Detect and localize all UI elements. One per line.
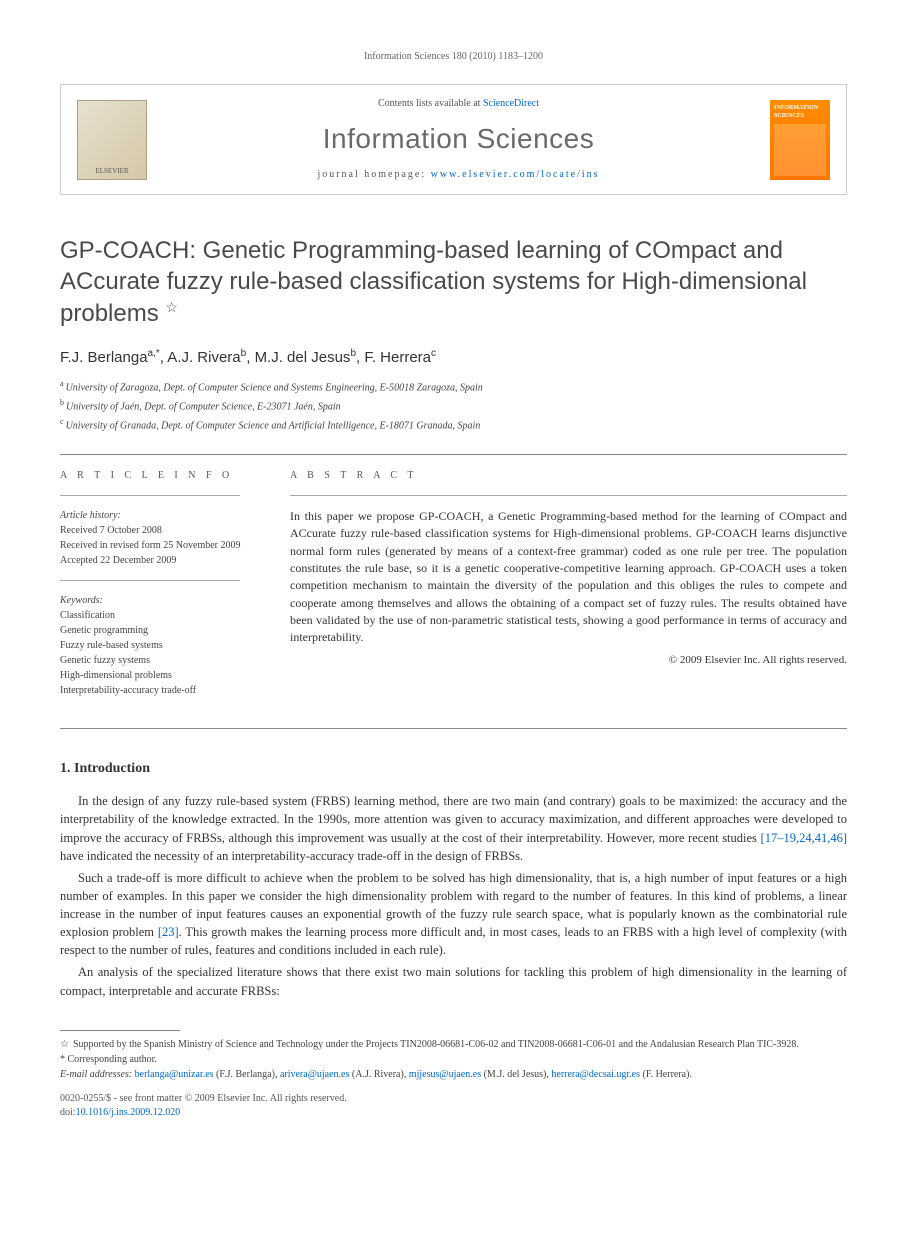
funding-text: Supported by the Spanish Ministry of Sci…	[73, 1039, 799, 1050]
p1-refs[interactable]: [17–19,24,41,46]	[761, 831, 847, 845]
accepted-date: Accepted 22 December 2009	[60, 553, 260, 568]
abstract-copyright: © 2009 Elsevier Inc. All rights reserved…	[290, 653, 847, 668]
keyword-1: Genetic programming	[60, 623, 260, 638]
intro-p1: In the design of any fuzzy rule-based sy…	[60, 792, 847, 865]
info-abstract-row: A R T I C L E I N F O Article history: R…	[60, 469, 847, 698]
cover-thumb-body	[774, 124, 826, 175]
author-4-sup: c	[431, 348, 436, 359]
doi-link[interactable]: 10.1016/j.ins.2009.12.020	[76, 1107, 181, 1118]
homepage-prefix: journal homepage:	[317, 169, 430, 180]
corresponding-note: * Corresponding author.	[60, 1052, 847, 1067]
info-divider-1	[60, 495, 240, 496]
affiliations: aUniversity of Zaragoza, Dept. of Comput…	[60, 378, 847, 434]
intro-p2: Such a trade-off is more difficult to ac…	[60, 869, 847, 960]
info-divider-2	[60, 580, 240, 581]
affiliation-c-text: University of Granada, Dept. of Computer…	[66, 421, 481, 432]
author-2: A.J. Rivera	[167, 349, 240, 366]
author-3: M.J. del Jesus	[255, 349, 351, 366]
keyword-4: High-dimensional problems	[60, 668, 260, 683]
author-1-sup: a,*	[148, 348, 160, 359]
article-info-col: A R T I C L E I N F O Article history: R…	[60, 469, 260, 698]
author-3-sup: b	[350, 348, 356, 359]
revised-date: Received in revised form 25 November 200…	[60, 538, 260, 553]
keyword-3: Genetic fuzzy systems	[60, 653, 260, 668]
author-1: F.J. Berlanga	[60, 349, 148, 366]
email-4-name: (F. Herrera)	[642, 1069, 689, 1080]
intro-body: In the design of any fuzzy rule-based sy…	[60, 792, 847, 999]
email-2-name: (A.J. Rivera)	[352, 1069, 404, 1080]
intro-p3: An analysis of the specialized literatur…	[60, 963, 847, 999]
article-title: GP-COACH: Genetic Programming-based lear…	[60, 235, 847, 329]
cover-thumb-title: INFORMATION SCIENCES	[774, 104, 826, 121]
keyword-5: Interpretability-accuracy trade-off	[60, 683, 260, 698]
funding-note: ☆ Supported by the Spanish Ministry of Sc…	[60, 1037, 847, 1052]
running-head: Information Sciences 180 (2010) 1183–120…	[60, 50, 847, 64]
journal-header: ELSEVIER Contents lists available at Sci…	[60, 84, 847, 195]
homepage-line: journal homepage: www.elsevier.com/locat…	[163, 168, 754, 182]
header-center: Contents lists available at ScienceDirec…	[163, 97, 754, 182]
p1-pre: In the design of any fuzzy rule-based sy…	[60, 794, 847, 844]
abstract-text: In this paper we propose GP-COACH, a Gen…	[290, 508, 847, 647]
divider-bottom	[60, 728, 847, 729]
article-info-label: A R T I C L E I N F O	[60, 469, 260, 483]
keywords-label: Keywords:	[60, 593, 260, 608]
footer-doi: doi:10.1016/j.ins.2009.12.020	[60, 1106, 847, 1120]
intro-heading: 1. Introduction	[60, 759, 847, 779]
affiliation-b: bUniversity of Jaén, Dept. of Computer S…	[60, 397, 847, 414]
p2-refs[interactable]: [23]	[158, 925, 179, 939]
contents-line: Contents lists available at ScienceDirec…	[163, 97, 754, 111]
page: Information Sciences 180 (2010) 1183–120…	[0, 0, 907, 1160]
email-1[interactable]: berlanga@unizar.es	[135, 1069, 214, 1080]
elsevier-logo: ELSEVIER	[77, 100, 147, 180]
article-history: Article history: Received 7 October 2008…	[60, 508, 260, 568]
affiliation-a-text: University of Zaragoza, Dept. of Compute…	[66, 382, 483, 393]
author-2-sup: b	[241, 348, 247, 359]
abstract-divider	[290, 495, 847, 496]
received-date: Received 7 October 2008	[60, 523, 260, 538]
keyword-0: Classification	[60, 608, 260, 623]
email-2[interactable]: arivera@ujaen.es	[280, 1069, 349, 1080]
author-4: F. Herrera	[364, 349, 431, 366]
emails-label: E-mail addresses:	[60, 1069, 132, 1080]
sciencedirect-link[interactable]: ScienceDirect	[483, 98, 539, 109]
email-4[interactable]: herrera@decsai.ugr.es	[551, 1069, 640, 1080]
abstract-col: A B S T R A C T In this paper we propose…	[290, 469, 847, 698]
history-label: Article history:	[60, 508, 260, 523]
affiliation-b-text: University of Jaén, Dept. of Computer Sc…	[66, 401, 341, 412]
title-footnote-marker: ☆	[165, 299, 178, 315]
affiliation-a: aUniversity of Zaragoza, Dept. of Comput…	[60, 378, 847, 395]
email-1-name: (F.J. Berlanga)	[216, 1069, 275, 1080]
contents-prefix: Contents lists available at	[378, 98, 483, 109]
homepage-link[interactable]: www.elsevier.com/locate/ins	[431, 169, 600, 180]
abstract-label: A B S T R A C T	[290, 469, 847, 483]
email-3-name: (M.J. del Jesus)	[484, 1069, 547, 1080]
keyword-2: Fuzzy rule-based systems	[60, 638, 260, 653]
authors: F.J. Berlangaa,*, A.J. Riverab, M.J. del…	[60, 347, 847, 368]
journal-cover-thumb: INFORMATION SCIENCES	[770, 100, 830, 180]
footnote-rule	[60, 1030, 180, 1031]
star-icon: ☆	[60, 1039, 69, 1050]
doi-label: doi:	[60, 1107, 76, 1118]
email-3[interactable]: mjjesus@ujaen.es	[409, 1069, 481, 1080]
affiliation-c: cUniversity of Granada, Dept. of Compute…	[60, 416, 847, 433]
p2-post: . This growth makes the learning process…	[60, 925, 847, 957]
journal-name: Information Sciences	[163, 119, 754, 158]
p1-post: have indicated the necessity of an inter…	[60, 849, 523, 863]
keywords-block: Keywords: Classification Genetic program…	[60, 593, 260, 698]
divider-top	[60, 454, 847, 455]
emails: E-mail addresses: berlanga@unizar.es (F.…	[60, 1067, 847, 1082]
footer: 0020-0255/$ - see front matter © 2009 El…	[60, 1092, 847, 1120]
footnotes: ☆ Supported by the Spanish Ministry of Sc…	[60, 1037, 847, 1082]
footer-line1: 0020-0255/$ - see front matter © 2009 El…	[60, 1092, 847, 1106]
